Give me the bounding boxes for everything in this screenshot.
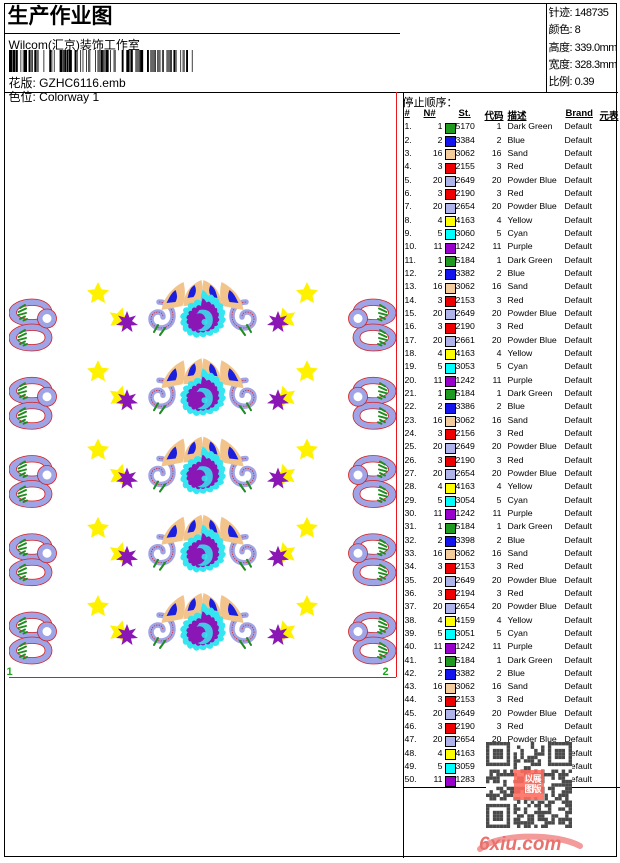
svg-text:展: 展	[532, 774, 541, 784]
svg-text:6xiu.com: 6xiu.com	[479, 834, 561, 853]
svg-text:版: 版	[531, 783, 541, 794]
